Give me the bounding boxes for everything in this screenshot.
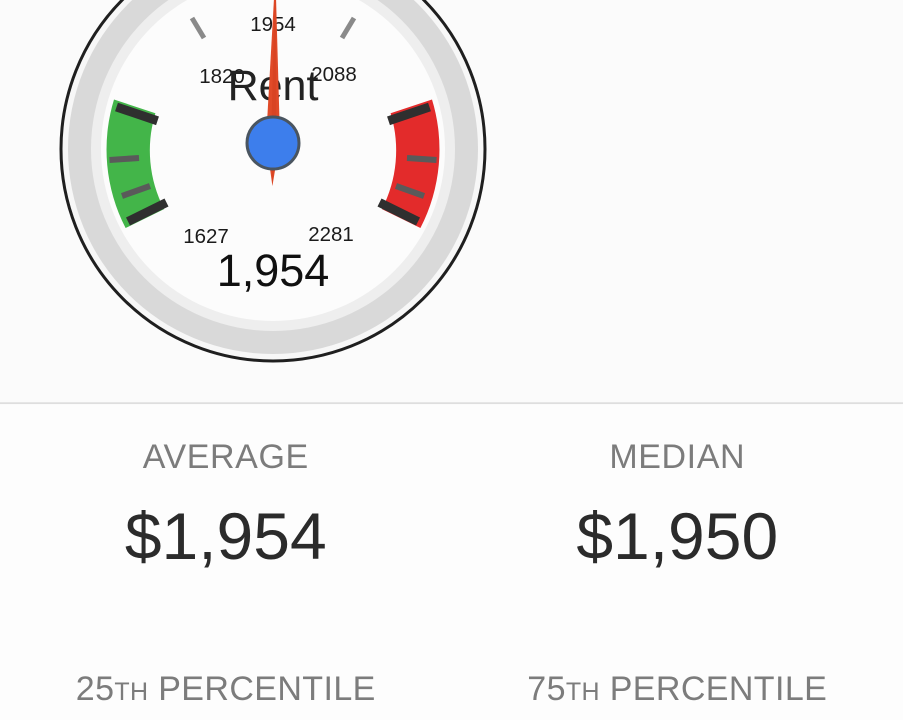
- gauge-minor-tick-top-left: [189, 16, 207, 40]
- stat-median-value: $1,950: [576, 499, 779, 573]
- stat-75th-number: 75: [527, 670, 566, 708]
- stat-75th-percentile-label: 75TH PERCENTILE: [452, 667, 903, 714]
- stat-25th-percentile: 25TH PERCENTILE: [0, 667, 452, 714]
- stat-median: MEDIAN $1,950: [452, 437, 903, 579]
- gauge-band-tick-upper-left: [115, 102, 159, 126]
- primary-stats-row: AVERAGE $1,954 MEDIAN $1,950: [0, 437, 903, 579]
- stats-panel: AVERAGE $1,954 MEDIAN $1,950 25TH PERCEN…: [0, 405, 903, 720]
- stat-25th-word: PERCENTILE: [148, 670, 376, 708]
- gauge-minor-tick-right-2: [394, 183, 426, 199]
- gauge-green-band: [106, 99, 165, 228]
- stat-average-label: AVERAGE: [142, 438, 309, 476]
- stat-average-value: $1,954: [124, 499, 327, 573]
- secondary-stats-row: 25TH PERCENTILE 75TH PERCENTILE: [0, 667, 903, 714]
- gauge-minor-tick-left-1: [109, 155, 140, 163]
- gauge-label-2088: 2088: [311, 63, 357, 86]
- stat-75th-word: PERCENTILE: [599, 670, 828, 708]
- gauge-band-tick-lower-left: [126, 198, 169, 226]
- stat-25th-ordinal: TH: [114, 678, 149, 706]
- stat-75th-ordinal: TH: [565, 678, 600, 706]
- gauge-band-tick-upper-right: [387, 102, 431, 126]
- gauge-red-band: [381, 99, 440, 228]
- gauge-center-hub: [245, 115, 301, 171]
- stat-25th-number: 25: [75, 670, 115, 708]
- section-divider: [0, 402, 903, 404]
- rent-gauge-chart[interactable]: 1954 1820 2088 1627 2281 Rent 1,954: [52, 0, 494, 370]
- gauge-label-2281: 2281: [308, 223, 354, 246]
- gauge-label-1820: 1820: [199, 65, 245, 88]
- gauge-value-text: 1,954: [217, 245, 330, 296]
- stat-median-label: MEDIAN: [609, 438, 746, 476]
- gauge-minor-tick-left-2: [120, 183, 152, 199]
- stat-25th-percentile-label: 25TH PERCENTILE: [0, 667, 452, 714]
- gauge-band-tick-lower-right: [377, 198, 420, 226]
- stat-75th-percentile: 75TH PERCENTILE: [452, 667, 903, 714]
- gauge-panel: 1954 1820 2088 1627 2281 Rent 1,954: [52, 0, 494, 370]
- gauge-minor-tick-right-1: [406, 155, 437, 163]
- stat-average: AVERAGE $1,954: [0, 437, 452, 579]
- gauge-minor-tick-top-right: [339, 16, 357, 40]
- gauge-label-1627: 1627: [183, 225, 229, 248]
